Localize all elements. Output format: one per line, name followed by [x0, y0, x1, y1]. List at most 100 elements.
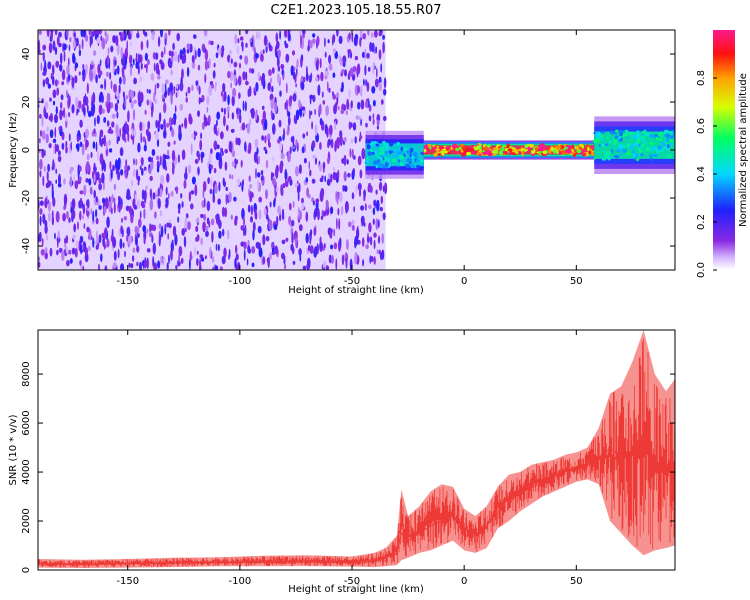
noise-blob [221, 150, 224, 156]
noise-blob [72, 39, 76, 49]
noise-blob [58, 173, 61, 186]
noise-blob [39, 170, 42, 178]
noise-blob [125, 159, 128, 167]
noise-blob [103, 180, 105, 191]
noise-blob [262, 256, 266, 265]
noise-blob [84, 247, 88, 257]
noise-blob [330, 138, 334, 149]
noise-blob [269, 77, 273, 84]
noise-blob [156, 138, 160, 148]
noise-blob [89, 69, 94, 82]
signal-blob [638, 149, 643, 153]
noise-blob [117, 136, 121, 142]
noise-blob [302, 265, 307, 270]
noise-blob [109, 160, 112, 170]
noise-blob [73, 223, 77, 233]
noise-blob [137, 142, 141, 153]
signal-blob [437, 153, 441, 156]
noise-blob [382, 212, 386, 221]
noise-blob [282, 183, 286, 189]
noise-blob [151, 234, 154, 243]
snr-ylabel: SNR (10 * v/v) [8, 414, 19, 485]
noise-blob [97, 242, 100, 248]
noise-blob [272, 172, 275, 178]
signal-blob [613, 155, 620, 158]
noise-blob [272, 156, 275, 162]
noise-blob [316, 243, 319, 255]
signal-blob [552, 149, 557, 154]
signal-blob [664, 133, 671, 138]
noise-blob [75, 96, 79, 108]
noise-blob [130, 101, 134, 109]
noise-blob [201, 94, 205, 103]
noise-blob [270, 171, 273, 182]
noise-blob [306, 187, 309, 198]
noise-blob [376, 199, 380, 212]
noise-blob [224, 148, 228, 154]
noise-blob [79, 119, 83, 128]
noise-blob [73, 174, 75, 186]
noise-blob [306, 131, 308, 137]
noise-blob [243, 216, 245, 227]
noise-blob [45, 182, 49, 189]
noise-blob [279, 30, 281, 40]
noise-blob [45, 133, 49, 144]
noise-blob [270, 109, 273, 117]
noise-blob [372, 64, 375, 75]
noise-blob [121, 31, 125, 39]
noise-blob [324, 175, 327, 183]
noise-blob [364, 64, 367, 76]
noise-blob [263, 208, 267, 216]
noise-blob [344, 185, 348, 192]
noise-blob [362, 259, 365, 267]
noise-blob [305, 177, 309, 183]
noise-blob [202, 181, 207, 192]
noise-blob [284, 40, 287, 46]
signal-blob [543, 148, 547, 151]
noise-blob [184, 117, 188, 129]
signal-blob [601, 157, 607, 161]
signal-blob [641, 130, 646, 134]
noise-blob [160, 124, 164, 130]
noise-blob [113, 183, 117, 191]
noise-blob [191, 84, 194, 92]
noise-blob [190, 143, 193, 155]
noise-blob [105, 33, 109, 42]
signal-blob [501, 145, 507, 148]
noise-blob [112, 262, 117, 269]
signal-blob [499, 150, 504, 156]
signal-blob [665, 137, 670, 143]
signal-blob [596, 133, 600, 138]
noise-blob [156, 82, 160, 89]
signal-blob [576, 149, 582, 154]
noise-blob [249, 183, 253, 189]
noise-blob [254, 90, 257, 96]
noise-blob [171, 149, 176, 162]
noise-blob [215, 82, 217, 87]
noise-blob [47, 83, 51, 89]
noise-blob [198, 85, 201, 95]
noise-blob [228, 192, 232, 203]
noise-blob [188, 191, 192, 202]
signal-blob [387, 158, 390, 162]
noise-blob [73, 32, 76, 38]
signal-blob [391, 158, 398, 163]
signal-blob [571, 144, 574, 149]
noise-blob [93, 68, 96, 80]
noise-blob [61, 142, 65, 150]
noise-blob [157, 120, 161, 129]
noise-blob [188, 113, 192, 124]
signal-blob [601, 135, 604, 138]
noise-blob [159, 234, 162, 242]
noise-blob [54, 114, 58, 124]
noise-blob [153, 262, 158, 270]
noise-blob [86, 153, 90, 161]
noise-blob [86, 226, 90, 233]
noise-blob [233, 61, 238, 68]
noise-blob [370, 32, 374, 38]
signal-blob [672, 132, 675, 137]
noise-blob [98, 104, 103, 115]
noise-blob [328, 54, 332, 64]
noise-blob [254, 208, 257, 220]
